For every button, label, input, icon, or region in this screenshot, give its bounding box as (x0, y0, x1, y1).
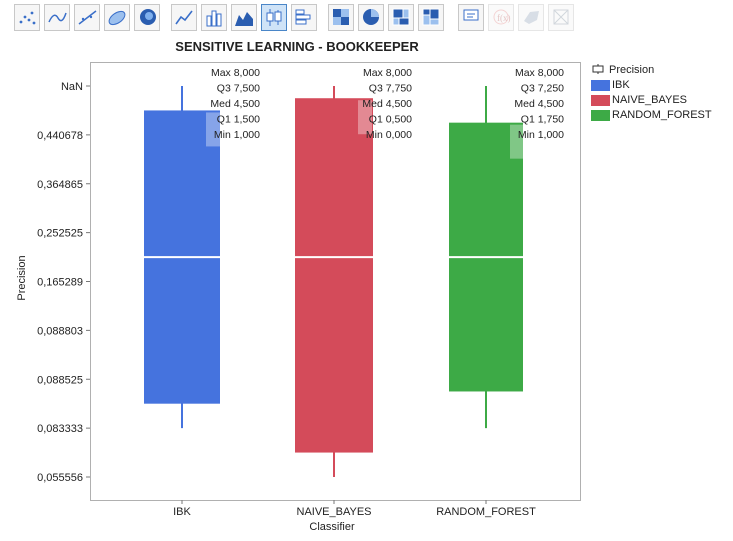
formula-icon: f(x) (493, 9, 511, 25)
pie-chart-button[interactable] (358, 4, 384, 31)
naive-bayes-box (295, 98, 373, 453)
area-chart-icon (235, 12, 253, 26)
smoother-button[interactable] (44, 4, 70, 31)
ibk-stats-band (206, 112, 220, 147)
y-tick-label: 0,440678 (37, 130, 83, 142)
naive-bayes-stat-q3: Q3 7,750 (369, 83, 412, 95)
legend-label: RANDOM_FOREST (612, 109, 712, 121)
x-axis-label: Classifier (309, 521, 355, 533)
map-shapes-icon (524, 11, 539, 24)
bar-chart-icon (206, 10, 222, 27)
ellipse-button[interactable] (104, 4, 130, 31)
caption-box-icon (463, 9, 479, 21)
line-chart-button[interactable] (171, 4, 197, 31)
random-forest-stats-band (510, 124, 524, 159)
mosaic-icon (422, 8, 440, 26)
box-plot-button[interactable] (261, 4, 287, 31)
x-tick-label: NAIVE_BAYES (297, 506, 372, 518)
y-tick-label: 0,252525 (37, 228, 83, 240)
line-of-fit-button[interactable] (74, 4, 100, 31)
y-axis-label: Precision (16, 255, 28, 301)
graph-toolbar: f(x) (0, 0, 733, 38)
naive-bayes-stat-max: Max 8,000 (363, 67, 412, 79)
box-plot-icon (266, 9, 282, 26)
random-forest-stat-q3: Q3 7,250 (521, 83, 564, 95)
bar-chart-button[interactable] (201, 4, 227, 31)
ellipse-icon (108, 10, 126, 26)
heatmap-button[interactable] (328, 4, 354, 31)
line-chart-icon (175, 10, 193, 25)
y-tick-label: 0,364865 (37, 179, 83, 191)
svg-text:f(x): f(x) (497, 13, 511, 23)
points-button[interactable] (14, 4, 40, 31)
x-tick-label: RANDOM_FOREST (436, 506, 536, 518)
legend-swatch (591, 110, 610, 121)
histogram-button[interactable] (291, 4, 317, 31)
legend-label: IBK (612, 79, 630, 91)
treemap-button[interactable] (388, 4, 414, 31)
ibk-stat-max: Max 8,000 (211, 67, 260, 79)
y-tick-label: 0,083333 (37, 423, 83, 435)
random-forest-stat-q1: Q1 1,750 (521, 114, 564, 126)
random-forest-stat-min: Min 1,000 (518, 129, 564, 141)
custom-button[interactable] (548, 4, 574, 31)
legend-title: Precision (609, 64, 655, 76)
naive-bayes-stat-med: Med 4,500 (362, 98, 412, 110)
legend-item[interactable]: NAIVE_BAYES (591, 93, 731, 108)
y-tick-label: 0,055556 (37, 472, 83, 484)
legend-label: NAIVE_BAYES (612, 94, 687, 106)
custom-icon (553, 9, 569, 25)
y-tick-label: NaN (61, 81, 83, 93)
x-tick-label: IBK (173, 506, 191, 518)
legend-item[interactable]: IBK (591, 78, 731, 93)
legend: Precision IBK NAIVE_BAYES RANDOM_FOREST (591, 62, 731, 123)
legend-item[interactable]: RANDOM_FOREST (591, 108, 731, 123)
box-legend-icon (592, 64, 604, 74)
ibk-stat-med: Med 4,500 (210, 98, 260, 110)
random-forest-stat-max: Max 8,000 (515, 67, 564, 79)
contour-icon (140, 9, 156, 25)
area-chart-button[interactable] (231, 4, 257, 31)
treemap-icon (392, 8, 410, 26)
histogram-icon (295, 9, 311, 25)
contour-button[interactable] (134, 4, 160, 31)
naive-bayes-stats-band (358, 100, 372, 135)
ibk-stat-q1: Q1 1,500 (217, 114, 260, 126)
points-icon (19, 11, 36, 25)
map-shapes-button[interactable] (518, 4, 544, 31)
ibk-stat-min: Min 1,000 (214, 129, 260, 141)
ibk-stat-q3: Q3 7,500 (217, 83, 260, 95)
y-tick-label: 0,088803 (37, 325, 83, 337)
line-of-fit-icon (78, 10, 97, 25)
random-forest-stat-med: Med 4,500 (514, 98, 564, 110)
legend-title-row: Precision (591, 62, 731, 78)
caption-box-button[interactable] (458, 4, 484, 31)
legend-swatch (591, 80, 610, 91)
legend-swatch (591, 95, 610, 106)
y-tick-label: 0,088525 (37, 374, 83, 386)
chart-title: SENSITIVE LEARNING - BOOKKEEPER (175, 39, 419, 54)
formula-button[interactable]: f(x) (488, 4, 514, 31)
mosaic-button[interactable] (418, 4, 444, 31)
naive-bayes-stat-q1: Q1 0,500 (369, 114, 412, 126)
naive-bayes-stat-min: Min 0,000 (366, 129, 412, 141)
y-tick-label: 0,165289 (37, 277, 83, 289)
pie-chart-icon (363, 9, 379, 25)
heatmap-icon (333, 9, 349, 25)
smoother-icon (48, 12, 67, 23)
